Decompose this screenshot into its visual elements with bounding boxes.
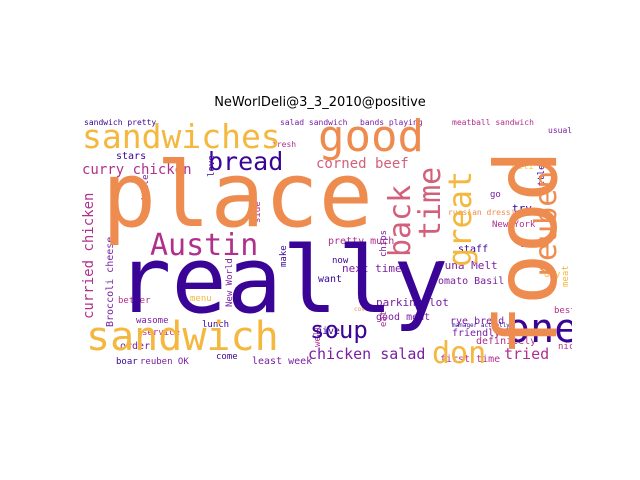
word-russian-dressing: russian dressing [448, 208, 526, 217]
word-corned-beef: corned beef [316, 156, 409, 172]
word-lunch: lunch [202, 320, 230, 330]
word-staff: staff [458, 244, 489, 255]
word-usually: usually [548, 126, 572, 135]
word-now: now [332, 256, 349, 266]
word-sandwich-pretty: sandwich pretty [84, 118, 157, 127]
word-curried-chicken: curried chicken [81, 192, 97, 319]
word-meatball-sandwich: meatball sandwich [452, 118, 534, 127]
word-good: good [318, 117, 424, 162]
word-least-week: least week [252, 356, 313, 367]
word-parking-lot: parking lot [376, 296, 449, 309]
word-go: go [490, 190, 501, 200]
word-covered: covered [354, 306, 380, 313]
word-salad-sandwich: salad sandwich [280, 118, 348, 127]
word-fresh: fresh [272, 140, 297, 149]
word-bands-playing: bands playing [360, 118, 423, 127]
word-place: place [102, 143, 373, 248]
word-give: give [316, 326, 341, 337]
word-try: try [512, 202, 532, 215]
word-tried: tried [504, 345, 550, 363]
word-pretty-much: pretty much [328, 236, 395, 247]
word-tuna-melt: Tuna Melt [438, 259, 498, 272]
word-first-time: first time [440, 354, 501, 365]
word-soup: soup [310, 316, 368, 344]
word-sandwiches: sandwiches [82, 117, 281, 156]
word-rye-bread: rye bread [450, 316, 505, 327]
word-don: don [432, 336, 487, 368]
word-really: really [116, 227, 449, 334]
word-new-york: New York [492, 220, 536, 230]
word-food: food [477, 149, 572, 357]
word-lunch-2: menu [190, 294, 212, 304]
word-austin: Austin [150, 228, 259, 263]
word-bread: bread [208, 147, 284, 176]
word-one: one [506, 306, 572, 352]
word-tomato-basil: Tomato Basil [432, 276, 505, 287]
word-enough: enough [520, 240, 549, 249]
word-come: come [216, 352, 238, 362]
word-manager-actually: manager actually [452, 322, 510, 329]
word-great: great [441, 170, 479, 267]
word-curry-chicken: curry chicken [82, 162, 192, 178]
word-friendly: friendly [452, 328, 501, 339]
word-stars: stars [116, 151, 147, 162]
word-next-time: next time [342, 262, 402, 275]
word-best: best [554, 306, 572, 316]
word-day: day [544, 270, 561, 280]
word-chicken-salad: chicken salad [308, 345, 426, 363]
word-deli: deli [512, 162, 534, 172]
word-want: want [318, 274, 343, 285]
word-good-meat: good meat [376, 312, 431, 323]
word-sandwich: sandwich [86, 314, 279, 360]
word-wasome: wasome [136, 316, 169, 326]
word-boar: boar [116, 357, 138, 367]
word-better: better [118, 296, 151, 306]
word-definitely: definitely [476, 336, 537, 347]
word-reuben-ok: reuben OK [140, 357, 189, 367]
word-order: order [120, 341, 151, 352]
word-cloud: salad sandwich bands playing meatball sa… [80, 117, 572, 367]
word-service: service [142, 328, 180, 338]
chart-title: NeWorlDeli@3_3_2010@positive [214, 95, 426, 110]
